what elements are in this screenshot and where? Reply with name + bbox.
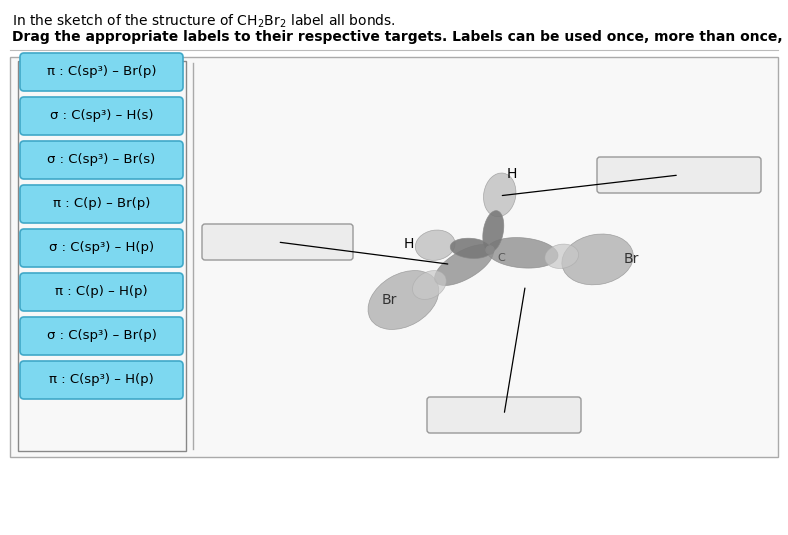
FancyBboxPatch shape <box>20 97 183 135</box>
Text: C: C <box>497 253 505 263</box>
FancyBboxPatch shape <box>10 57 778 457</box>
Circle shape <box>486 246 494 254</box>
PathPatch shape <box>435 244 493 286</box>
FancyBboxPatch shape <box>20 361 183 399</box>
Text: σ : C(sp³) – Br(s): σ : C(sp³) – Br(s) <box>47 154 155 166</box>
Text: σ : C(sp³) – H(p): σ : C(sp³) – H(p) <box>49 241 154 255</box>
Ellipse shape <box>484 173 516 217</box>
PathPatch shape <box>483 211 504 252</box>
FancyBboxPatch shape <box>597 157 761 193</box>
Text: Br: Br <box>623 253 639 266</box>
FancyBboxPatch shape <box>20 273 183 311</box>
Text: Drag the appropriate labels to their respective targets. Labels can be used once: Drag the appropriate labels to their res… <box>12 30 788 44</box>
Text: π : C(sp³) – H(p): π : C(sp³) – H(p) <box>49 373 154 386</box>
Text: H: H <box>507 167 518 181</box>
Text: σ : C(sp³) – H(s): σ : C(sp³) – H(s) <box>50 110 153 123</box>
Ellipse shape <box>412 271 446 300</box>
Text: σ : C(sp³) – Br(p): σ : C(sp³) – Br(p) <box>46 330 157 342</box>
PathPatch shape <box>487 238 558 268</box>
Text: π : C(p) – H(p): π : C(p) – H(p) <box>55 286 148 299</box>
Ellipse shape <box>415 230 455 261</box>
Text: H: H <box>404 236 414 251</box>
FancyBboxPatch shape <box>202 224 353 260</box>
FancyBboxPatch shape <box>18 61 186 451</box>
FancyBboxPatch shape <box>20 185 183 223</box>
Ellipse shape <box>545 244 578 269</box>
FancyBboxPatch shape <box>20 229 183 267</box>
Text: π : C(sp³) – Br(p): π : C(sp³) – Br(p) <box>46 65 156 79</box>
Text: In the sketch of the structure of CH$_2$Br$_2$ label all bonds.: In the sketch of the structure of CH$_2$… <box>12 13 396 30</box>
Text: Br: Br <box>382 293 397 307</box>
Text: π : C(p) – Br(p): π : C(p) – Br(p) <box>53 197 151 210</box>
FancyBboxPatch shape <box>20 53 183 91</box>
Ellipse shape <box>562 234 634 285</box>
FancyBboxPatch shape <box>20 317 183 355</box>
FancyBboxPatch shape <box>20 141 183 179</box>
FancyBboxPatch shape <box>427 397 581 433</box>
PathPatch shape <box>450 238 492 258</box>
Ellipse shape <box>368 271 439 330</box>
